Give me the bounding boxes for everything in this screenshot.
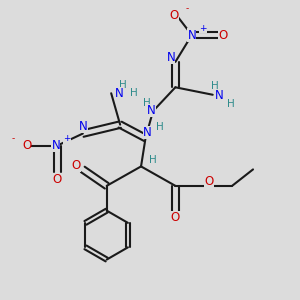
Text: -: -	[12, 134, 15, 143]
Text: O: O	[169, 9, 178, 22]
Text: H: H	[211, 81, 219, 92]
Text: -: -	[186, 4, 189, 14]
Text: N: N	[188, 28, 196, 41]
Text: N: N	[147, 104, 156, 117]
Text: H: H	[148, 155, 156, 165]
Text: +: +	[200, 24, 207, 33]
Text: O: O	[53, 173, 62, 186]
Text: +: +	[63, 134, 71, 143]
Text: N: N	[167, 51, 175, 64]
Text: H: H	[156, 122, 164, 132]
Text: H: H	[227, 99, 235, 109]
Text: N: N	[79, 120, 88, 133]
Text: H: H	[130, 88, 137, 98]
Text: O: O	[72, 159, 81, 172]
Text: O: O	[171, 211, 180, 224]
Text: N: N	[115, 87, 124, 101]
Text: H: H	[142, 98, 150, 108]
Text: N: N	[142, 126, 152, 139]
Text: O: O	[218, 28, 228, 41]
Text: O: O	[204, 175, 214, 188]
Text: N: N	[215, 89, 224, 102]
Text: H: H	[119, 80, 126, 90]
Text: O: O	[22, 139, 31, 152]
Text: N: N	[52, 139, 60, 152]
